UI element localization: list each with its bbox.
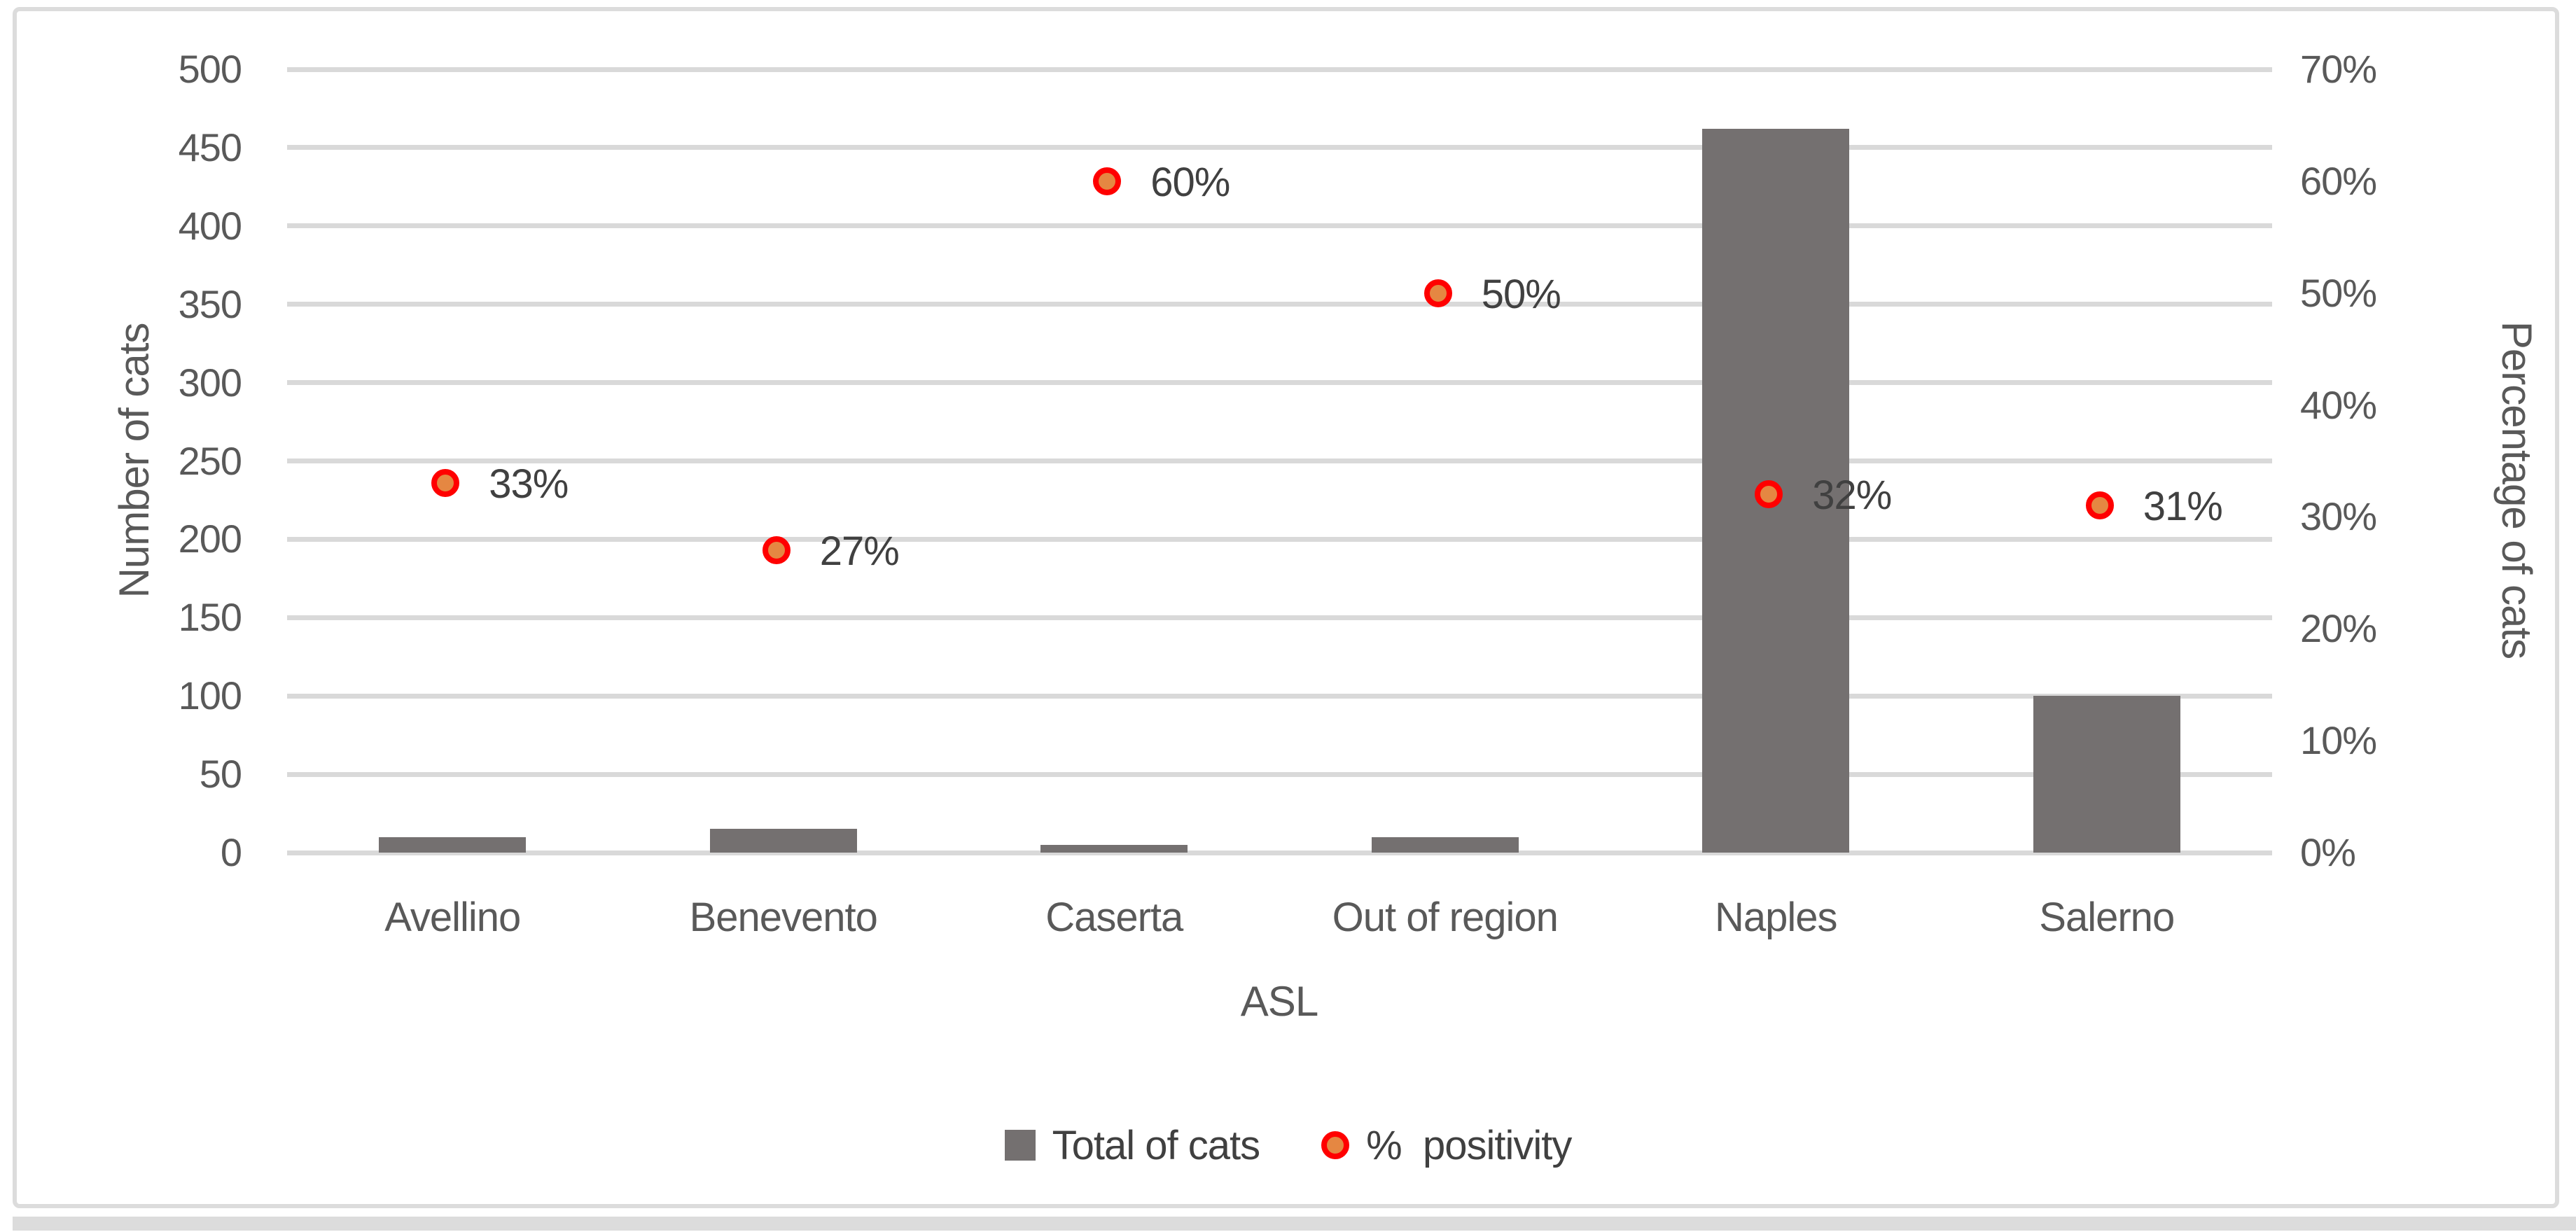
gridline (287, 458, 2272, 463)
right-axis-tick: 50% (2300, 270, 2377, 315)
gridline (287, 536, 2272, 542)
left-axis-tick: 350 (178, 281, 242, 326)
right-axis-tick: 20% (2300, 606, 2377, 651)
gridline (287, 380, 2272, 386)
scatter-point-naples (1755, 480, 1783, 509)
x-axis-title: ASL (1240, 978, 1318, 1025)
left-axis-tick: 250 (178, 438, 242, 483)
bottom-divider (13, 1217, 2576, 1231)
figure-border (13, 7, 2559, 1208)
legend-bar-swatch-icon (1004, 1130, 1036, 1161)
gridline (287, 145, 2272, 150)
left-axis-tick: 0 (220, 830, 242, 874)
scatter-point-avellino (431, 469, 460, 498)
x-category-label: Out of region (1332, 895, 1559, 940)
left-axis-title: Number of cats (111, 323, 158, 598)
data-label-salerno: 31% (2143, 484, 2223, 530)
bar-salerno (2033, 696, 2180, 853)
x-category-label: Avellino (384, 895, 521, 940)
left-axis-tick: 200 (178, 517, 242, 561)
left-axis-tick: 50 (199, 752, 242, 797)
scatter-point-salerno (2085, 491, 2114, 520)
chart-legend: Total of cats % positivity (0, 1120, 2576, 1170)
gridline (287, 615, 2272, 620)
bar-caserta (1040, 844, 1188, 853)
x-category-label: Salerno (2039, 895, 2175, 940)
scatter-point-out-of-region (1423, 279, 1452, 307)
right-axis-tick: 30% (2300, 494, 2377, 539)
gridline (287, 302, 2272, 307)
data-label-caserta: 60% (1150, 159, 1230, 205)
gridline (287, 66, 2272, 72)
data-label-naples: 32% (1812, 472, 1892, 519)
right-axis-tick: 70% (2300, 47, 2377, 91)
legend-dot-icon (1321, 1131, 1350, 1159)
x-category-label: Benevento (689, 895, 878, 940)
gridline (287, 771, 2272, 777)
gridline (287, 223, 2272, 229)
left-axis-tick: 400 (178, 203, 242, 248)
scatter-point-benevento (762, 536, 791, 565)
legend-bar-label: Total of cats (1052, 1122, 1260, 1168)
bar-out-of-region (1371, 836, 1519, 853)
gridline (287, 850, 2272, 855)
left-axis-tick: 450 (178, 125, 242, 169)
left-axis-tick: 150 (178, 595, 242, 640)
bar-avellino (379, 836, 527, 853)
gridline (287, 693, 2272, 699)
right-axis-tick: 60% (2300, 158, 2377, 203)
legend-scatter-label: % positivity (1366, 1122, 1572, 1168)
left-axis-tick: 300 (178, 360, 242, 405)
right-axis-tick: 10% (2300, 718, 2377, 763)
bar-benevento (709, 829, 857, 853)
data-label-benevento: 27% (819, 528, 900, 575)
x-category-label: Naples (1714, 895, 1838, 940)
left-axis-tick: 500 (178, 47, 242, 91)
data-label-out-of-region: 50% (1481, 271, 1561, 317)
right-axis-title: Percentage of cats (2493, 321, 2540, 659)
left-axis-tick: 100 (178, 673, 242, 718)
right-axis-tick: 40% (2300, 382, 2377, 427)
data-label-avellino: 33% (489, 461, 569, 507)
x-category-label: Caserta (1045, 895, 1183, 940)
scatter-point-caserta (1093, 167, 1122, 195)
right-axis-tick: 0% (2300, 830, 2356, 874)
